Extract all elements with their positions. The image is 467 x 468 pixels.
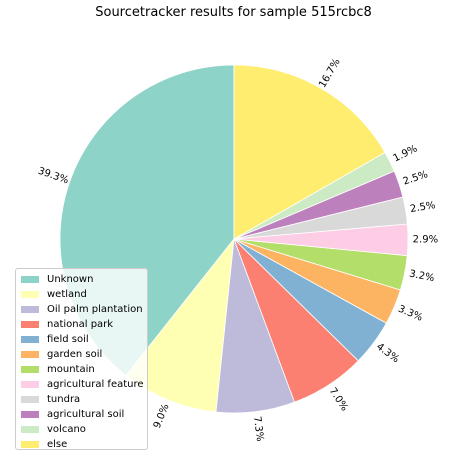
legend-item: tundra (21, 392, 142, 407)
chart-legend: Unknown wetland Oil palm plantation nationa… (15, 268, 148, 450)
legend-swatch (21, 306, 39, 313)
legend-label: agricultural soil (47, 409, 125, 420)
legend-label: Oil palm plantation (47, 304, 143, 315)
legend-item: national park (21, 317, 142, 332)
legend-label: wetland (47, 289, 87, 300)
legend-item: else (21, 437, 142, 452)
legend-item: field soil (21, 332, 142, 347)
pie-pct-label: 16.7% (317, 57, 342, 90)
legend-label: volcano (47, 424, 86, 435)
legend-swatch (21, 396, 39, 403)
legend-item: garden soil (21, 347, 142, 362)
pie-pct-label: 9.0% (152, 402, 172, 430)
legend-swatch (21, 291, 39, 298)
legend-swatch (21, 276, 39, 283)
chart-title: Sourcetracker results for sample 515rcbc… (95, 5, 372, 20)
legend-item: volcano (21, 422, 142, 437)
legend-swatch (21, 441, 39, 448)
legend-swatch (21, 366, 39, 373)
legend-item: mountain (21, 362, 142, 377)
legend-item: agricultural soil (21, 407, 142, 422)
pie-pct-label: 2.5% (409, 200, 436, 215)
pie-pct-label: 7.3% (251, 416, 265, 443)
legend-item: wetland (21, 287, 142, 302)
legend-swatch (21, 351, 39, 358)
legend-label: field soil (47, 334, 89, 345)
legend-label: agricultural feature (47, 379, 144, 390)
legend-item: agricultural feature (21, 377, 144, 392)
legend-label: garden soil (47, 349, 103, 360)
legend-swatch (21, 411, 39, 418)
pie-pct-label: 3.3% (396, 304, 424, 324)
pie-pct-label: 4.3% (374, 341, 401, 365)
legend-item: Oil palm plantation (21, 302, 143, 317)
pie-slice-else (233, 64, 386, 240)
legend-label: Unknown (47, 274, 94, 285)
pie-pct-label: 39.3% (36, 166, 70, 187)
pie-pct-label: 2.9% (413, 234, 438, 245)
legend-swatch (21, 336, 39, 343)
pie-pct-label: 7.0% (327, 386, 350, 413)
legend-swatch (21, 381, 39, 388)
legend-label: national park (47, 319, 114, 330)
legend-swatch (21, 321, 39, 328)
legend-label: mountain (47, 364, 95, 375)
pie-pct-label: 1.9% (392, 143, 420, 164)
legend-item: Unknown (21, 272, 142, 287)
legend-label: tundra (47, 394, 81, 405)
legend-swatch (21, 426, 39, 433)
pie-pct-label: 3.2% (408, 269, 435, 285)
pie-pct-label: 2.5% (402, 169, 430, 187)
legend-label: else (47, 439, 68, 450)
